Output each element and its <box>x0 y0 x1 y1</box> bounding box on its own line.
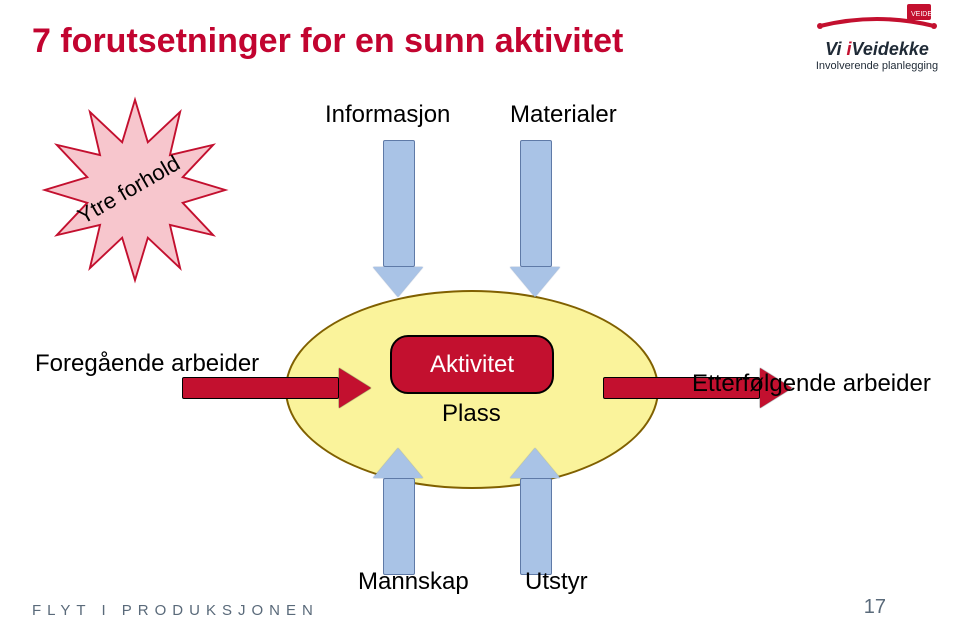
footer-text: FLYT I PRODUKSJONEN <box>32 602 319 619</box>
logo-text-line1: Vi iVeidekke <box>812 39 942 60</box>
slide: 7 forutsetninger for en sunn aktivitet V… <box>0 0 960 637</box>
svg-text:VEIDEKKE: VEIDEKKE <box>911 11 942 18</box>
logo-veidekke: Veidekke <box>851 39 928 59</box>
activity-label: Aktivitet <box>430 351 514 379</box>
label-utstyr: Utstyr <box>525 568 588 596</box>
arrow-mannskap-icon <box>373 448 423 575</box>
label-foregaende: Foregående arbeider <box>35 350 275 378</box>
label-informasjon: Informasjon <box>325 101 450 129</box>
logo-vi: Vi <box>825 39 846 59</box>
label-etterfolgende: Etterfølgende arbeider <box>692 370 952 398</box>
page-number: 17 <box>864 596 886 619</box>
label-materialer: Materialer <box>510 101 617 129</box>
arrow-materialer-icon <box>510 140 560 297</box>
arrow-informasjon-icon <box>373 140 423 297</box>
activity-box: Aktivitet <box>390 335 554 394</box>
logo-text-line2: Involverende planlegging <box>812 60 942 72</box>
veidekke-logo: VEIDEKKE Vi iVeidekke Involverende planl… <box>812 4 942 72</box>
label-plass: Plass <box>442 400 501 428</box>
label-mannskap: Mannskap <box>358 568 469 596</box>
arrow-utstyr-icon <box>510 448 560 575</box>
logo-swoosh-icon: VEIDEKKE <box>812 4 942 34</box>
starburst-ytre-forhold: Ytre forhold <box>40 95 230 285</box>
page-title: 7 forutsetninger for en sunn aktivitet <box>32 22 623 61</box>
